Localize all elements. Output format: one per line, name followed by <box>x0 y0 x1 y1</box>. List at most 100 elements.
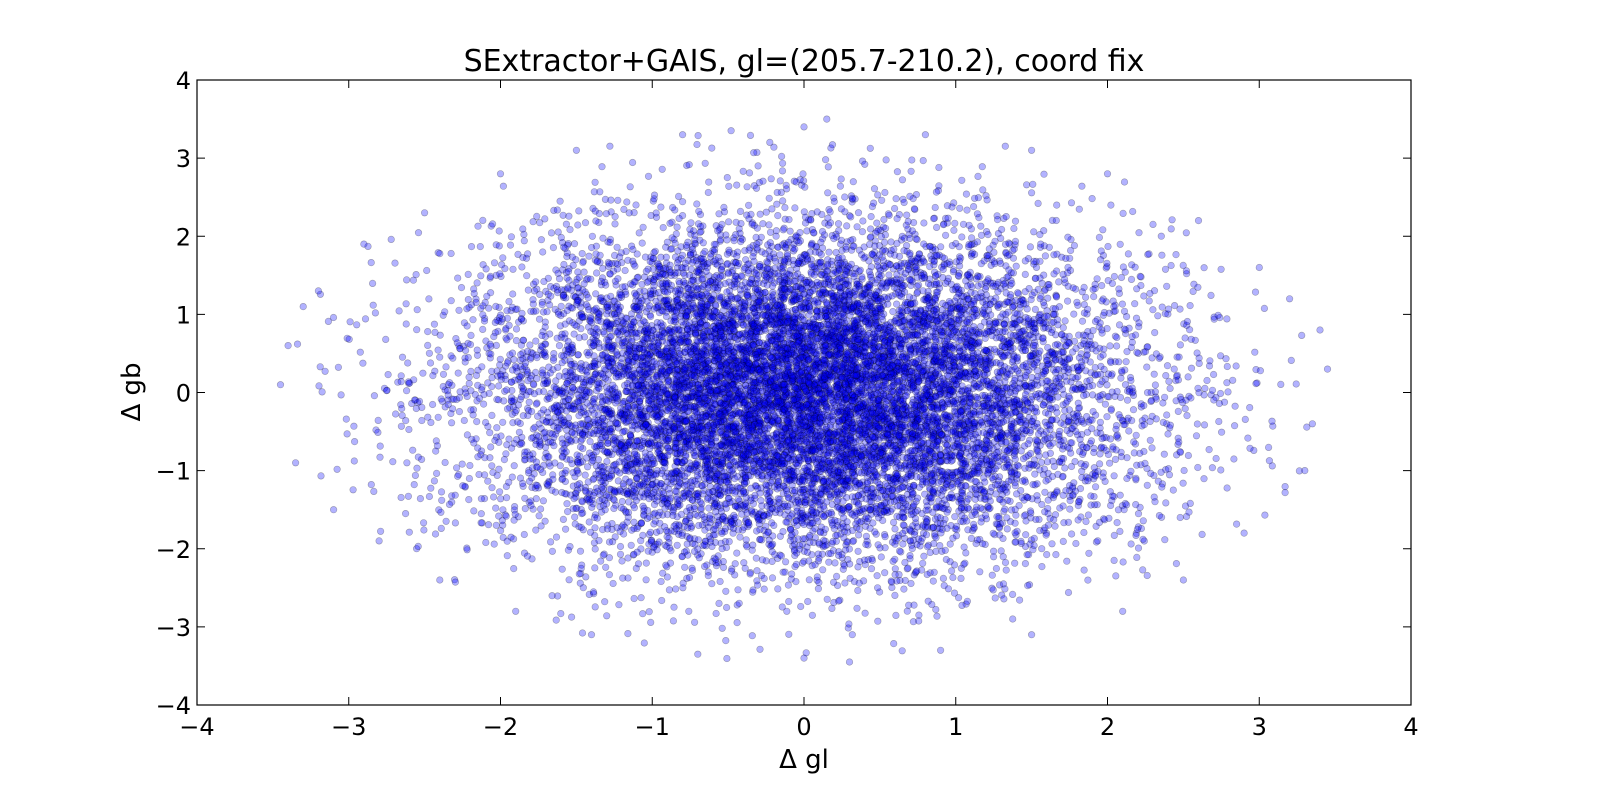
scatter-point <box>870 185 879 193</box>
scatter-point <box>881 533 889 541</box>
scatter-point <box>742 437 751 446</box>
scatter-point <box>1096 256 1105 264</box>
scatter-point <box>779 330 787 338</box>
scatter-point <box>1008 298 1016 306</box>
scatter-point <box>757 426 765 434</box>
scatter-point <box>1244 434 1252 442</box>
scatter-point <box>657 577 665 586</box>
scatter-point <box>704 188 712 197</box>
scatter-point <box>786 272 794 280</box>
scatter-point <box>867 213 875 221</box>
scatter-point <box>978 452 986 460</box>
scatter-point <box>1230 455 1238 463</box>
scatter-point <box>490 540 498 548</box>
scatter-point <box>722 636 730 645</box>
scatter-point <box>742 541 750 549</box>
scatter-point <box>759 432 767 440</box>
scatter-point <box>873 572 881 580</box>
scatter-point <box>842 328 851 336</box>
scatter-point <box>629 418 638 426</box>
scatter-point <box>788 377 796 386</box>
scatter-point <box>1127 275 1136 284</box>
scatter-point <box>756 210 764 218</box>
scatter-point <box>767 175 775 183</box>
scatter-point <box>614 389 622 397</box>
scatter-point <box>620 363 629 371</box>
scatter-point <box>817 375 826 383</box>
scatter-point <box>1107 201 1115 209</box>
scatter-point <box>681 563 689 571</box>
scatter-point <box>630 594 638 603</box>
scatter-point <box>1024 451 1032 460</box>
scatter-point <box>920 219 928 227</box>
scatter-point <box>751 304 759 312</box>
scatter-point <box>892 611 900 620</box>
scatter-point <box>496 361 504 369</box>
scatter-point <box>487 443 495 451</box>
scatter-point <box>592 269 601 277</box>
scatter-point <box>510 462 518 470</box>
scatter-point <box>413 326 421 334</box>
scatter-point <box>858 289 867 298</box>
scatter-point <box>405 380 413 388</box>
scatter-point <box>1040 170 1048 178</box>
scatter-point <box>1041 508 1049 516</box>
scatter-point <box>1160 450 1168 458</box>
scatter-point <box>727 349 735 358</box>
scatter-point <box>460 416 468 425</box>
scatter-point <box>402 300 410 308</box>
scatter-point <box>1164 430 1172 438</box>
scatter-point <box>752 279 760 288</box>
scatter-point <box>575 317 583 325</box>
scatter-point <box>1124 250 1132 258</box>
scatter-point <box>1042 353 1051 361</box>
scatter-point <box>1132 529 1140 537</box>
scatter-point <box>701 444 709 452</box>
scatter-point <box>370 487 378 496</box>
scatter-point <box>1119 209 1127 217</box>
scatter-point <box>762 386 771 394</box>
scatter-point <box>350 422 358 430</box>
scatter-point <box>333 465 341 473</box>
scatter-point <box>958 176 966 184</box>
scatter-point <box>954 395 962 403</box>
scatter-point <box>669 474 678 482</box>
scatter-point <box>886 473 895 481</box>
scatter-point <box>465 496 473 504</box>
scatter-point <box>854 547 862 555</box>
scatter-point <box>728 322 737 331</box>
scatter-point <box>473 351 482 359</box>
scatter-point <box>872 332 880 340</box>
scatter-point <box>735 364 743 373</box>
scatter-point <box>603 318 611 326</box>
scatter-point <box>1151 329 1159 337</box>
scatter-point <box>971 444 979 452</box>
scatter-point <box>808 424 816 432</box>
scatter-point <box>913 506 922 515</box>
scatter-point <box>964 271 972 279</box>
scatter-point <box>903 211 911 219</box>
scatter-point <box>889 308 897 316</box>
scatter-point <box>1082 473 1090 481</box>
scatter-point <box>720 416 729 424</box>
scatter-point <box>861 609 869 617</box>
scatter-point <box>367 259 375 267</box>
chart-title: SExtractor+GAIS, gl=(205.7-210.2), coord… <box>464 44 1145 79</box>
scatter-point <box>840 352 848 360</box>
scatter-point <box>883 360 891 368</box>
scatter-point <box>867 565 876 573</box>
scatter-point <box>1223 362 1231 371</box>
scatter-point <box>817 251 825 259</box>
scatter-point <box>793 332 801 341</box>
scatter-point <box>1193 420 1201 428</box>
scatter-point <box>495 227 503 235</box>
scatter-point <box>566 357 574 365</box>
scatter-point <box>659 348 667 356</box>
scatter-point <box>857 451 865 460</box>
scatter-point <box>866 144 874 152</box>
scatter-point <box>424 328 432 336</box>
scatter-point <box>591 178 599 186</box>
scatter-point <box>751 431 760 440</box>
scatter-point <box>1001 142 1009 150</box>
scatter-point <box>786 501 795 509</box>
